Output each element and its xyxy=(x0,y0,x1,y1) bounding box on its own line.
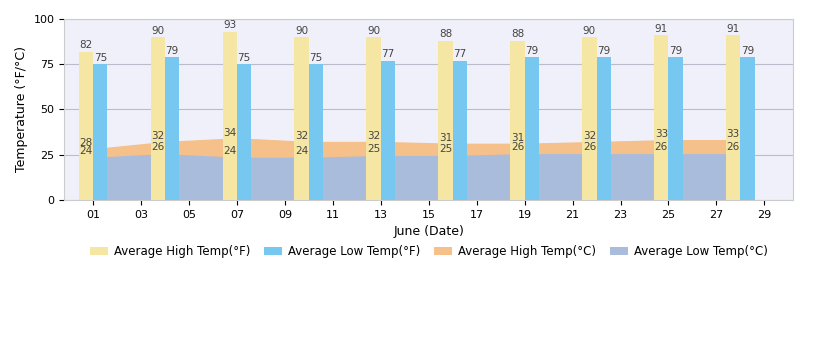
Text: 34: 34 xyxy=(223,127,237,138)
Bar xyxy=(438,41,452,200)
Bar xyxy=(93,64,107,200)
Text: 88: 88 xyxy=(510,29,524,39)
Bar xyxy=(237,64,251,200)
Text: 90: 90 xyxy=(583,26,596,35)
Text: 79: 79 xyxy=(525,46,539,55)
Text: 75: 75 xyxy=(94,53,107,63)
Text: 33: 33 xyxy=(655,129,668,139)
Bar xyxy=(222,31,237,200)
Text: 90: 90 xyxy=(367,26,380,35)
Text: 79: 79 xyxy=(741,46,754,55)
Text: 25: 25 xyxy=(367,144,380,154)
Bar xyxy=(668,57,683,200)
Text: 79: 79 xyxy=(669,46,682,55)
Text: 24: 24 xyxy=(223,146,237,156)
Text: 26: 26 xyxy=(151,142,164,152)
Y-axis label: Temperature (°F/°C): Temperature (°F/°C) xyxy=(15,46,28,172)
Text: 90: 90 xyxy=(295,26,308,35)
Text: 32: 32 xyxy=(295,131,308,141)
Legend: Average High Temp(°F), Average Low Temp(°F), Average High Temp(°C), Average Low : Average High Temp(°F), Average Low Temp(… xyxy=(85,240,772,263)
Text: 79: 79 xyxy=(597,46,610,55)
Text: 82: 82 xyxy=(79,40,92,50)
Text: 26: 26 xyxy=(510,142,524,152)
Bar xyxy=(740,57,754,200)
Text: 32: 32 xyxy=(583,131,596,141)
Text: 26: 26 xyxy=(655,142,668,152)
Text: 32: 32 xyxy=(151,131,164,141)
Text: 24: 24 xyxy=(295,146,308,156)
Bar xyxy=(366,37,381,200)
Text: 91: 91 xyxy=(655,24,668,34)
Text: 26: 26 xyxy=(726,142,740,152)
Text: 88: 88 xyxy=(439,29,452,39)
Text: 90: 90 xyxy=(151,26,164,35)
Bar xyxy=(525,57,539,200)
Text: 25: 25 xyxy=(439,144,452,154)
Text: 77: 77 xyxy=(453,49,466,59)
Bar xyxy=(582,37,597,200)
Text: 93: 93 xyxy=(223,20,237,30)
Text: 77: 77 xyxy=(381,49,394,59)
Bar xyxy=(510,41,525,200)
Bar xyxy=(309,64,323,200)
Text: 79: 79 xyxy=(165,46,178,55)
Bar xyxy=(726,35,740,200)
Bar xyxy=(79,51,93,200)
Text: 32: 32 xyxy=(367,131,380,141)
Text: 75: 75 xyxy=(310,53,323,63)
Bar xyxy=(150,37,165,200)
Text: 31: 31 xyxy=(439,133,452,143)
Text: 75: 75 xyxy=(237,53,251,63)
Bar xyxy=(295,37,309,200)
Bar xyxy=(165,57,179,200)
Bar xyxy=(381,60,395,200)
Text: 31: 31 xyxy=(510,133,524,143)
Text: 91: 91 xyxy=(726,24,740,34)
Bar xyxy=(452,60,467,200)
Text: 28: 28 xyxy=(79,138,92,148)
Text: 24: 24 xyxy=(79,146,92,156)
Text: 33: 33 xyxy=(726,129,740,139)
Bar xyxy=(597,57,611,200)
Bar xyxy=(654,35,668,200)
X-axis label: June (Date): June (Date) xyxy=(393,225,464,238)
Text: 26: 26 xyxy=(583,142,596,152)
